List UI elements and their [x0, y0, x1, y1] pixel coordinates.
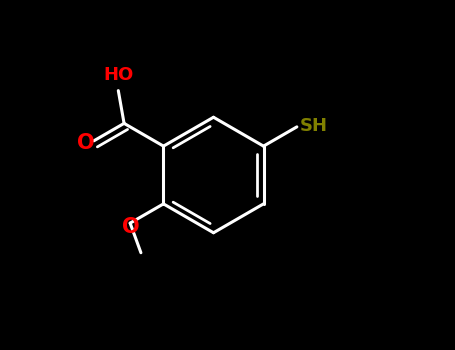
Text: HO: HO — [104, 66, 134, 84]
Text: O: O — [77, 133, 95, 153]
Text: O: O — [122, 217, 140, 237]
Text: SH: SH — [299, 117, 327, 135]
